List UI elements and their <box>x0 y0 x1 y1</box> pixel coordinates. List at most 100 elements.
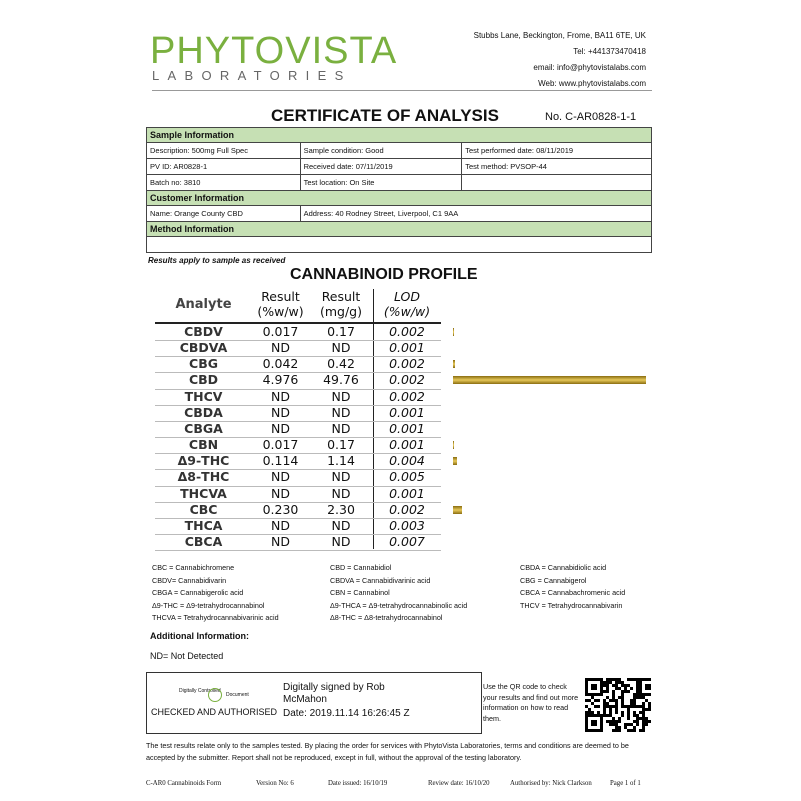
analyte-cell: CBN <box>188 437 219 453</box>
qr-module <box>615 699 618 702</box>
analyte-cell: THCV <box>184 388 223 404</box>
qr-module <box>588 708 591 711</box>
qr-module <box>630 699 633 702</box>
qr-module <box>642 729 645 732</box>
qr-module <box>639 690 642 693</box>
result-cell: ND <box>271 533 290 549</box>
qr-module <box>594 693 597 696</box>
qr-module <box>591 693 594 696</box>
qr-module <box>615 729 618 732</box>
qr-module <box>603 705 606 708</box>
stamp-left: Digitally Controlled <box>179 688 221 694</box>
qr-module <box>621 702 624 705</box>
result-cell: ND <box>271 340 290 356</box>
footer-item: Date issued: 16/10/19 <box>328 780 388 787</box>
qr-module <box>585 684 588 687</box>
qr-module <box>600 717 603 720</box>
qr-module <box>621 681 624 684</box>
sign-date: Date: 2019.11.14 16:26:45 Z <box>283 708 410 719</box>
result-cell: ND <box>271 420 290 436</box>
footer-item: Review date: 16/10/20 <box>428 780 490 787</box>
qr-module <box>636 705 639 708</box>
qr-module <box>639 729 642 732</box>
qr-module <box>600 681 603 684</box>
result-cell: ND <box>271 469 290 485</box>
title: CERTIFICATE OF ANALYSIS <box>271 106 499 125</box>
qr-module <box>594 699 597 702</box>
result-cell: 2.30 <box>327 501 355 517</box>
result-bar <box>453 457 458 466</box>
qr-module <box>594 684 597 687</box>
qr-module <box>600 714 603 717</box>
qr-module <box>642 723 645 726</box>
qr-module <box>645 720 648 723</box>
qr-module <box>627 708 630 711</box>
analyte-cell: CBDV <box>184 324 223 339</box>
qr-module <box>633 696 636 699</box>
abbreviation: CBC = Cannabichromene <box>152 563 235 572</box>
section-heading: Method Information <box>146 221 652 237</box>
qr-module <box>603 708 606 711</box>
abbreviation: CBD = Cannabidiol <box>330 563 392 572</box>
qr-module <box>624 726 627 729</box>
row-rule <box>155 340 441 342</box>
qr-module <box>648 708 651 711</box>
qr-module <box>597 729 600 732</box>
qr-module <box>645 684 648 687</box>
qr-module <box>612 717 615 720</box>
qr-module <box>585 726 588 729</box>
qr-module <box>642 720 645 723</box>
section-row: Method Information <box>146 221 652 237</box>
info-cell: Address: 40 Rodney Street, Liverpool, C1… <box>299 205 653 222</box>
footer-item: Page 1 of 1 <box>610 780 641 787</box>
qr-module <box>645 717 648 720</box>
qr-module <box>648 678 651 681</box>
qr-module <box>612 723 615 726</box>
qr-module <box>627 723 630 726</box>
contact-line: Stubbs Lane, Beckington, Frome, BA11 6TE… <box>473 31 646 40</box>
qr-module <box>597 693 600 696</box>
qr-module <box>588 678 591 681</box>
result-cell: ND <box>271 517 290 533</box>
qr-module <box>618 729 621 732</box>
result-cell: ND <box>271 388 290 404</box>
qr-module <box>633 699 636 702</box>
info-cell <box>461 174 652 191</box>
qr-module <box>615 678 618 681</box>
qr-module <box>618 696 621 699</box>
qr-module <box>627 714 630 717</box>
qr-module <box>630 729 633 732</box>
result-cell: 0.17 <box>327 324 355 339</box>
qr-module <box>600 720 603 723</box>
result-bar <box>453 505 462 514</box>
qr-module <box>639 705 642 708</box>
qr-module <box>597 714 600 717</box>
qr-module <box>612 678 615 681</box>
info-cell: Test location: On Site <box>299 174 463 191</box>
qr-module <box>618 681 621 684</box>
qr-module <box>636 717 639 720</box>
qr-module <box>636 714 639 717</box>
qr-module <box>618 720 621 723</box>
qr-module <box>645 723 648 726</box>
qr-module <box>609 705 612 708</box>
qr-module <box>606 705 609 708</box>
qr-module <box>594 705 597 708</box>
qr-module <box>642 702 645 705</box>
qr-module <box>600 690 603 693</box>
qr-module <box>648 693 651 696</box>
qr-module <box>591 714 594 717</box>
qr-module <box>615 687 618 690</box>
result-cell: 0.002 <box>389 372 425 388</box>
qr-module <box>585 690 588 693</box>
qr-text: Use the QR code to check your results an… <box>483 682 579 723</box>
qr-module <box>630 705 633 708</box>
logo-sub: LABORATORIES <box>152 68 352 83</box>
section-heading: Sample Information <box>146 127 652 143</box>
qr-module <box>621 684 624 687</box>
qr-module <box>597 711 600 714</box>
qr-module <box>618 726 621 729</box>
qr-module <box>621 693 624 696</box>
qr-module <box>600 684 603 687</box>
qr-module <box>588 699 591 702</box>
